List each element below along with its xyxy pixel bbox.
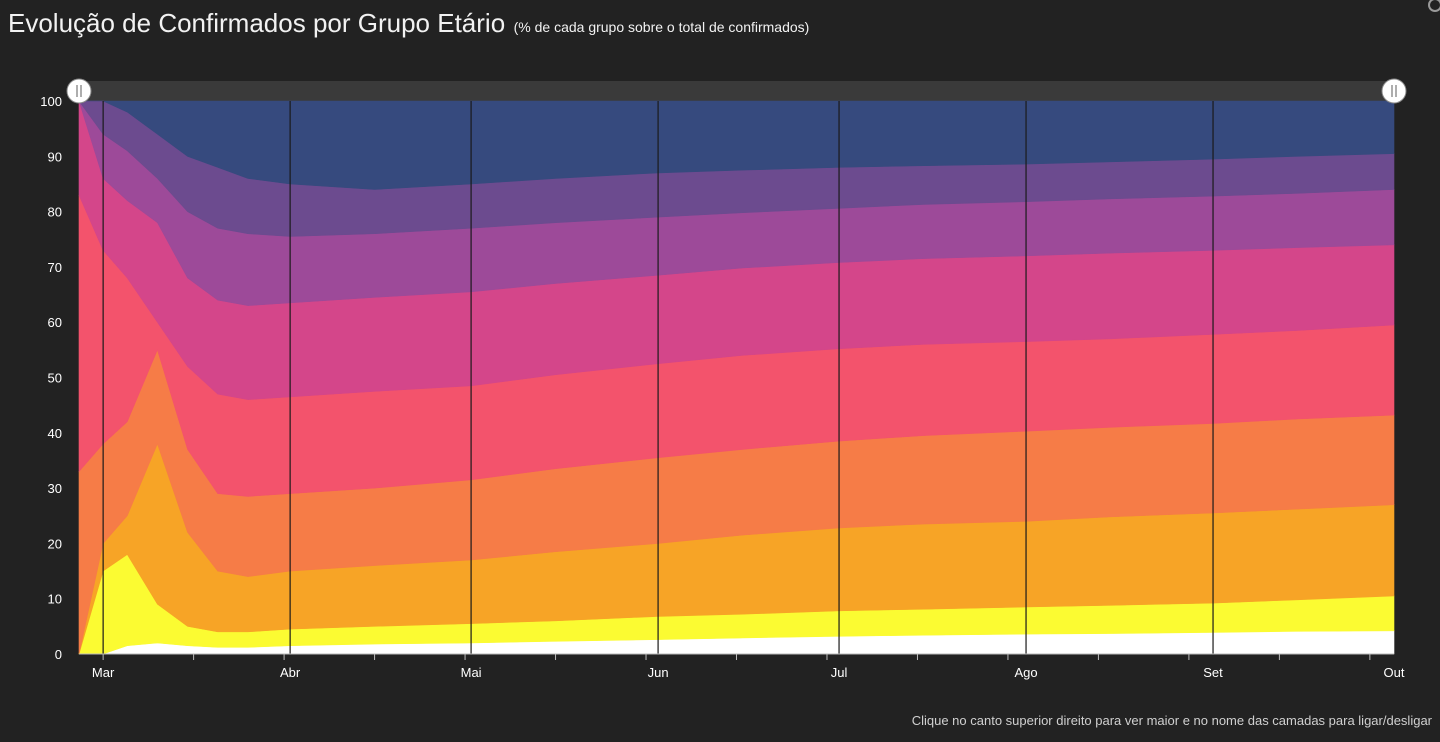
footer-hint: Clique no canto superior direito para ve… bbox=[911, 713, 1432, 728]
chart-subtitle: (% de cada grupo sobre o total de confir… bbox=[513, 19, 810, 35]
x-tick-label-out: Out bbox=[1384, 665, 1405, 680]
y-tick-label-40: 40 bbox=[48, 426, 62, 441]
range-slider-track bbox=[79, 81, 1394, 101]
x-tick-label-set: Set bbox=[1203, 665, 1223, 680]
y-tick-label-30: 30 bbox=[48, 481, 62, 496]
y-tick-label-70: 70 bbox=[48, 260, 62, 275]
y-tick-label-100: 100 bbox=[40, 94, 62, 109]
x-tick-label-mai: Mai bbox=[461, 665, 482, 680]
range-handle-left[interactable] bbox=[66, 78, 92, 104]
range-handle-right[interactable] bbox=[1381, 78, 1407, 104]
y-tick-label-80: 80 bbox=[48, 205, 62, 220]
x-tick-label-abr: Abr bbox=[280, 665, 301, 680]
chart-title: Evolução de Confirmados por Grupo Etário bbox=[8, 8, 506, 38]
expand-icon[interactable] bbox=[1428, 0, 1440, 12]
x-tick-label-mar: Mar bbox=[92, 665, 115, 680]
x-tick-label-jul: Jul bbox=[831, 665, 848, 680]
series-band-9 bbox=[79, 100, 1395, 190]
y-tick-label-20: 20 bbox=[48, 536, 62, 551]
y-tick-label-50: 50 bbox=[48, 371, 62, 386]
chart-title-row: Evolução de Confirmados por Grupo Etário… bbox=[8, 8, 809, 39]
y-tick-label-0: 0 bbox=[55, 647, 62, 662]
y-tick-label-60: 60 bbox=[48, 315, 62, 330]
y-tick-label-90: 90 bbox=[48, 149, 62, 164]
x-tick-label-jun: Jun bbox=[648, 665, 669, 680]
x-tick-label-ago: Ago bbox=[1014, 665, 1037, 680]
y-tick-label-10: 10 bbox=[48, 592, 62, 607]
